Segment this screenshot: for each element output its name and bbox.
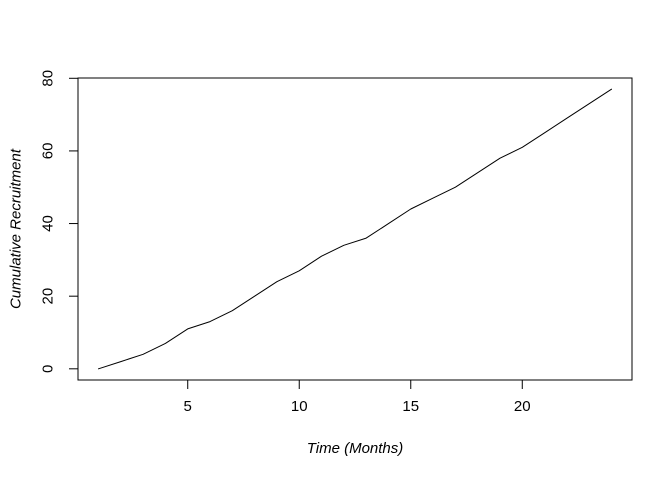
y-tick-label: 20 [40, 288, 57, 305]
y-axis-ticks: 0 20 40 60 80 [40, 70, 78, 373]
x-tick-label: 10 [291, 398, 308, 415]
x-tick-label: 15 [402, 398, 419, 415]
y-tick-label: 40 [40, 215, 57, 232]
x-tick-label: 5 [184, 398, 192, 415]
y-tick-label: 80 [40, 70, 57, 87]
x-tick-label: 20 [514, 398, 531, 415]
y-tick-label: 0 [40, 365, 57, 373]
recruitment-series-line [98, 88, 612, 370]
x-axis-label: Time (Months) [307, 440, 404, 457]
x-axis-ticks: 5 10 15 20 [184, 380, 531, 415]
y-tick-label: 60 [40, 143, 57, 160]
y-axis-label: Cumulative Recruitment [8, 148, 25, 309]
plot-box [77, 77, 633, 381]
